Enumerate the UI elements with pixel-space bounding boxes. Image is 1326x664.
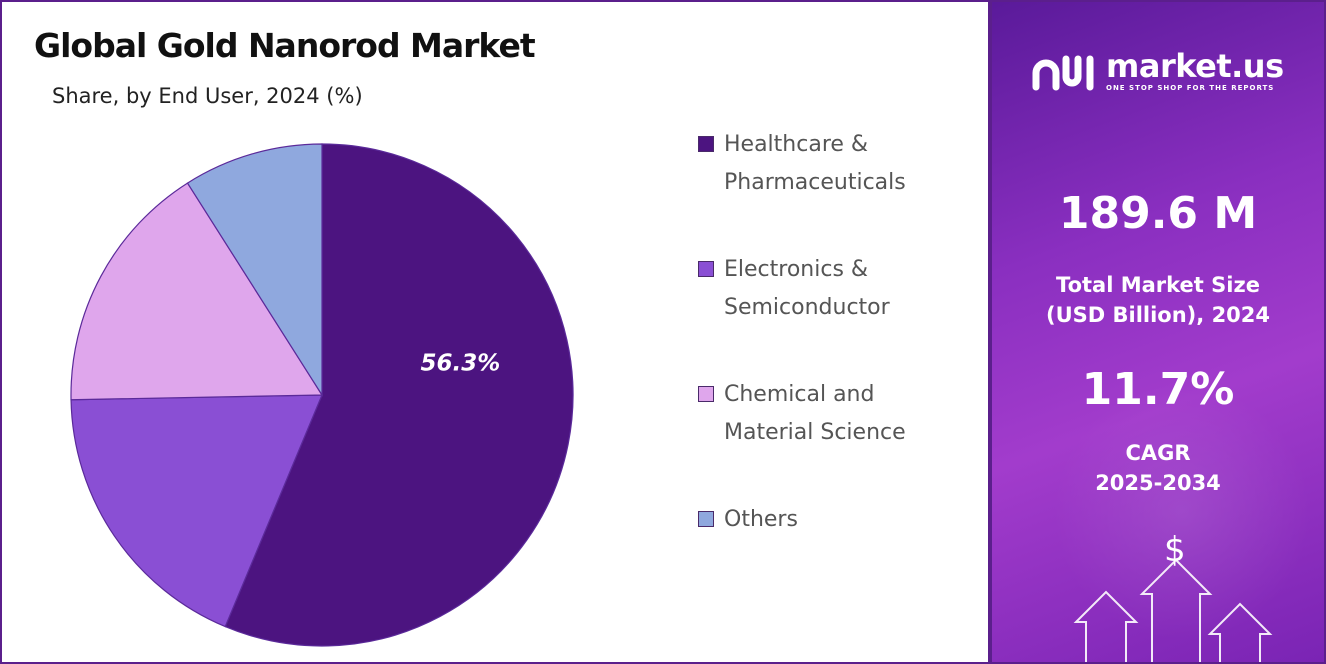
pie-slice-electronics <box>70 394 323 628</box>
market-us-logo-icon <box>1032 55 1094 91</box>
legend-item-healthcare: Healthcare & Pharmaceuticals <box>698 126 954 202</box>
growth-arrows-icon <box>1073 558 1273 662</box>
legend-item-electronics: Electronics & Semiconductor <box>698 251 954 327</box>
legend-label-others: Others <box>724 507 798 532</box>
brand-tagline: ONE STOP SHOP FOR THE REPORTS <box>1106 84 1275 92</box>
legend-label-healthcare: Healthcare & Pharmaceuticals <box>724 132 906 195</box>
chart-subtitle: Share, by End User, 2024 (%) <box>52 84 363 108</box>
cagr-value: 11.7% <box>1081 364 1235 415</box>
legend-item-others: Others <box>698 501 954 539</box>
pie-chart: 56.3% <box>70 143 574 647</box>
market-size-label: Total Market Size (USD Billion), 2024 <box>1045 273 1271 327</box>
legend-swatch-healthcare <box>698 136 714 152</box>
background-glow <box>1052 382 1312 642</box>
chart-title: Global Gold Nanorod Market <box>34 26 536 65</box>
pie-slice-chemical <box>70 182 324 401</box>
pie-slice-others <box>186 143 323 398</box>
pie-data-label-healthcare: 56.3% <box>421 351 501 377</box>
panel-divider <box>988 0 992 664</box>
chart-panel: Global Gold Nanorod Market Share, by End… <box>2 2 988 662</box>
market-size-value: 189.6 M <box>1058 188 1258 239</box>
legend-swatch-others <box>698 511 714 527</box>
cagr-label: CAGR 2025-2034 <box>1095 441 1221 495</box>
legend-swatch-electronics <box>698 261 714 277</box>
brand-name: market.us <box>1106 47 1284 85</box>
legend-label-electronics: Electronics & Semiconductor <box>724 257 890 320</box>
legend-label-chemical: Chemical and Material Science <box>724 382 906 445</box>
dollar-symbol: $ <box>1164 530 1186 570</box>
brand: market.us ONE STOP SHOP FOR THE REPORTS <box>1032 50 1284 92</box>
pie-slice-healthcare <box>224 143 574 647</box>
legend-swatch-chemical <box>698 386 714 402</box>
legend-item-chemical: Chemical and Material Science <box>698 376 954 452</box>
stats-sidebar: market.us ONE STOP SHOP FOR THE REPORTS … <box>992 2 1324 662</box>
